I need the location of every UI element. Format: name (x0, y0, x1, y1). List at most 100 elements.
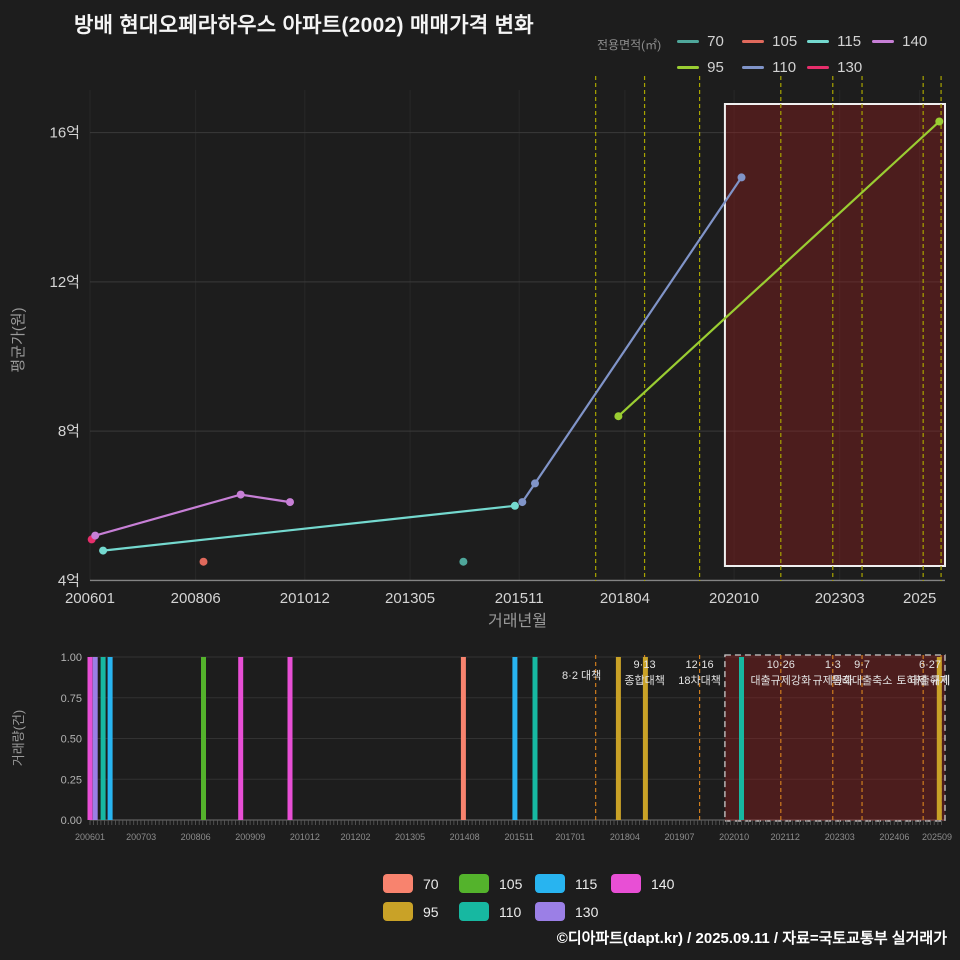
legend-label: 140 (902, 33, 928, 50)
legend-item-140[interactable]: 140 (872, 33, 937, 50)
policy-label: 1·3 (825, 659, 841, 671)
legend-row: 95 110 130 (677, 59, 937, 76)
highlight-region-volume (724, 654, 946, 822)
volume-x-tick-label: 202112 (770, 832, 799, 842)
series-115-point[interactable] (510, 501, 519, 510)
volume-x-tick-label: 200601 (75, 832, 105, 842)
policy-label: 8·2 대책 (562, 669, 601, 682)
legend-item-105[interactable]: 105 (459, 874, 535, 893)
legend-label: 105 (772, 33, 798, 50)
volume-bar-130[interactable] (92, 657, 98, 820)
volume-y-tick-label: 1.00 (61, 652, 82, 664)
price-x-tick-label: 201012 (280, 590, 330, 607)
legend-item-105[interactable]: 105 (742, 33, 807, 50)
legend-item-110[interactable]: 110 (459, 902, 535, 921)
legend-label: 110 (772, 59, 797, 76)
legend-item-130[interactable]: 130 (807, 59, 872, 76)
volume-bar-140[interactable] (238, 657, 244, 820)
legend-item-130[interactable]: 130 (535, 902, 611, 921)
series-115-point[interactable] (99, 546, 108, 555)
area-legend-rows: 70 105 115 140 95 110 130 (677, 33, 937, 76)
volume-x-tick-label: 201202 (340, 832, 370, 842)
volume-bar-95[interactable] (642, 657, 648, 820)
policy-label: 18차대책 (678, 674, 721, 687)
volume-x-tick-label: 201408 (450, 832, 480, 842)
policy-label: 9·7 (854, 659, 870, 671)
volume-bar-110[interactable] (532, 657, 538, 820)
legend-row: 95 110 130 (383, 902, 687, 921)
series-115-line[interactable] (101, 504, 517, 552)
volume-bar-70[interactable] (460, 657, 466, 820)
volume-y-axis-title: 거래량(건) (11, 710, 26, 767)
legend-item-115[interactable]: 115 (535, 874, 611, 893)
volume-x-tick-label: 201701 (555, 832, 585, 842)
legend-swatch-110 (742, 66, 765, 69)
series-110-point[interactable] (531, 479, 539, 488)
volume-bar-95[interactable] (936, 657, 942, 820)
volume-x-tick-label: 201907 (664, 832, 694, 842)
policy-label: 12·16 (686, 659, 714, 671)
legend-label: 110 (499, 903, 522, 920)
volume-x-tick-label: 201511 (505, 832, 534, 842)
price-x-tick-label: 201804 (600, 590, 650, 607)
policy-label: 특례대출축소 (832, 674, 893, 687)
volume-x-tick-label: 200806 (181, 832, 211, 842)
series-95-point[interactable] (614, 412, 623, 421)
volume-bar-110[interactable] (100, 657, 106, 820)
legend-label: 70 (707, 33, 724, 50)
legend-label: 130 (837, 59, 863, 76)
volume-y-tick-label: 0.00 (61, 815, 82, 827)
volume-bar-105[interactable] (201, 657, 206, 820)
volume-bar-95[interactable] (615, 657, 621, 820)
volume-y-tick-label: 0.25 (61, 774, 82, 786)
legend-item-70[interactable]: 70 (677, 33, 742, 50)
volume-x-tick-label: 202303 (825, 832, 855, 842)
legend-item-115[interactable]: 115 (807, 33, 872, 50)
series-105-point[interactable] (199, 557, 208, 566)
legend-swatch-115 (807, 40, 830, 43)
series-110-point[interactable] (518, 498, 527, 507)
volume-x-tick-label: 200909 (235, 832, 265, 842)
legend-item-95[interactable]: 95 (383, 902, 459, 921)
series-95-line[interactable] (617, 120, 941, 418)
volume-bar-140[interactable] (87, 657, 93, 820)
policy-label: 규제완화 (813, 674, 853, 687)
series-140-point[interactable] (236, 490, 245, 499)
legend-label: 95 (423, 903, 439, 920)
volume-bar-115[interactable] (512, 657, 518, 820)
area-legend-heading: 전용면적(㎡) (597, 38, 662, 52)
series-95-point[interactable] (935, 117, 944, 126)
volume-x-tick-label: 202010 (719, 832, 749, 842)
price-x-tick-label: 202010 (709, 590, 759, 607)
price-x-tick-label: 200806 (171, 590, 221, 607)
legend-swatch-140 (611, 874, 641, 893)
volume-bar-115[interactable] (107, 657, 113, 820)
volume-y-tick-label: 0.50 (61, 734, 82, 746)
series-140-line[interactable] (94, 493, 292, 537)
series-140-point[interactable] (91, 531, 100, 540)
legend-swatch-110 (459, 902, 489, 921)
legend-item-95[interactable]: 95 (677, 59, 742, 76)
policy-label: 10·26 (767, 659, 795, 671)
series-140-point[interactable] (286, 498, 294, 507)
legend-row: 70 105 115 140 (383, 874, 687, 893)
policy-label: 6·27 (919, 659, 941, 671)
legend-item-140[interactable]: 140 (611, 874, 687, 893)
series-110-point[interactable] (737, 173, 746, 182)
volume-legend: 70 105 115 140 95 110 130 (383, 874, 687, 921)
legend-item-110[interactable]: 110 (742, 59, 807, 76)
series-70-point[interactable] (459, 557, 468, 566)
legend-label: 115 (837, 33, 862, 50)
legend-swatch-95 (677, 66, 700, 69)
series-110-line[interactable] (521, 176, 743, 504)
area-legend: 전용면적(㎡) 70 105 115 140 95 110 130 (597, 33, 937, 76)
legend-label: 105 (499, 875, 523, 892)
volume-bar-140[interactable] (287, 657, 293, 820)
volume-bar-110[interactable] (739, 657, 744, 820)
legend-swatch-105 (459, 874, 489, 893)
legend-item-70[interactable]: 70 (383, 874, 459, 893)
legend-swatch-115 (535, 874, 565, 893)
legend-row: 70 105 115 140 (677, 33, 937, 50)
policy-label: 대출규제 (910, 674, 950, 687)
